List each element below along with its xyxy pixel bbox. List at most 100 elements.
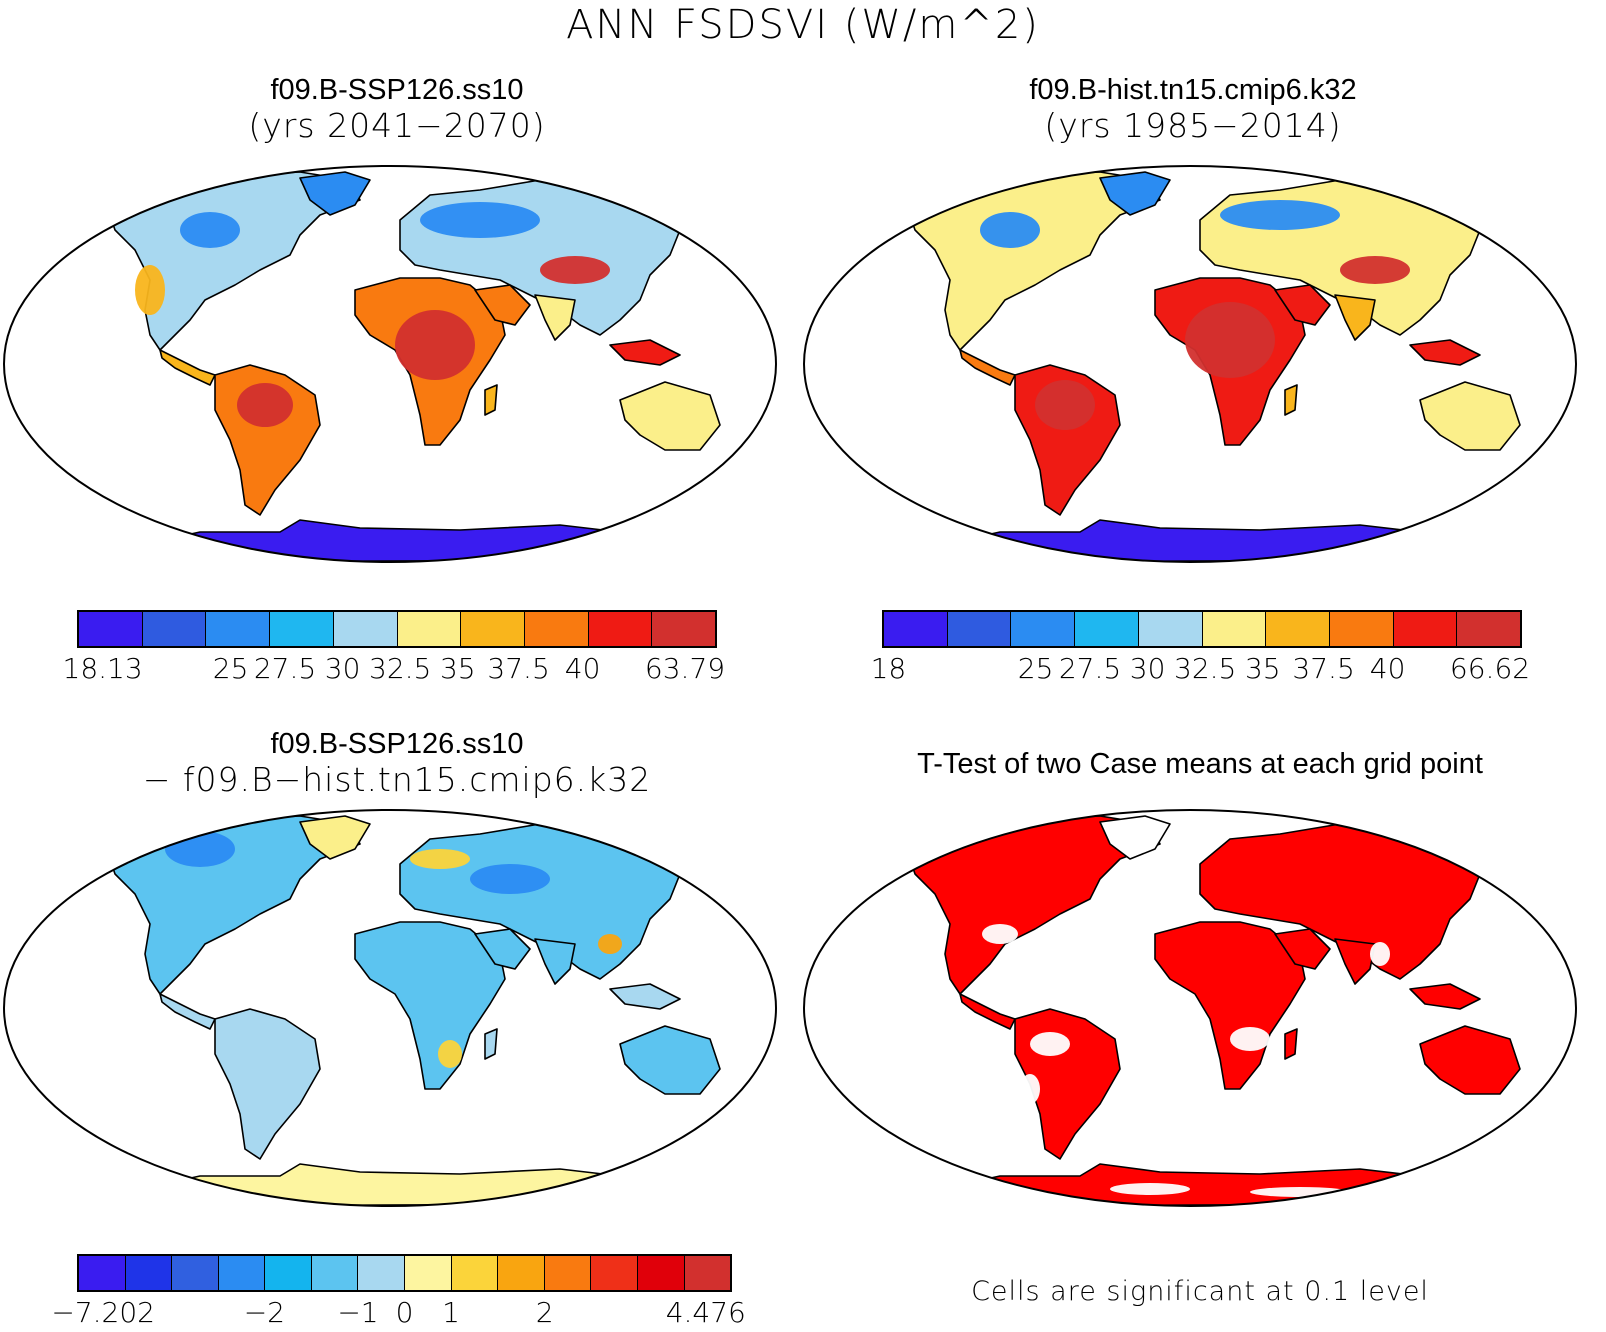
landmass-africa xyxy=(1154,921,1306,1090)
field-blob xyxy=(1035,380,1095,430)
field-blob xyxy=(180,212,240,248)
colorbar-tick-label: 37.5 xyxy=(487,652,550,685)
landmass-greenland xyxy=(299,815,371,860)
panel-2-title: f09.B-hist.tn15.cmip6.k32 (yrs 1985−2014… xyxy=(796,72,1590,144)
colorbar-tick-label: 35 xyxy=(1244,652,1281,685)
colorbar-segment xyxy=(79,1256,126,1290)
colorbar-segment xyxy=(1138,612,1203,646)
landmass-australia xyxy=(1419,381,1521,451)
colorbar-segment xyxy=(206,612,271,646)
panel-3-map xyxy=(3,809,777,1207)
colorbar-segment xyxy=(1075,612,1139,646)
landmass-india xyxy=(1334,938,1376,985)
colorbar-segment xyxy=(451,1256,499,1290)
landmass-greenland xyxy=(1099,171,1171,216)
colorbar-tick-label: 35 xyxy=(439,652,476,685)
map-boundary xyxy=(3,165,777,563)
colorbar-segment xyxy=(1202,612,1267,646)
colorbar-tick-label: 4.476 xyxy=(665,1296,746,1329)
colorbar-tick-label: 0 xyxy=(395,1296,414,1329)
colorbar-segment xyxy=(1266,612,1330,646)
colorbar-segment xyxy=(1011,612,1076,646)
panel-3-title-line2: − f09.B−hist.tn15.cmip6.k32 xyxy=(142,760,652,799)
panel-1-title-line1: f09.B-SSP126.ss10 xyxy=(270,74,524,106)
map-content xyxy=(909,815,1521,1206)
figure-title: ANN FSDSVI (W/m^2) xyxy=(566,2,1040,48)
colorbar-tick-label: 32.5 xyxy=(369,652,432,685)
panel-2-map xyxy=(803,165,1577,563)
colorbar-tick-label: 27.5 xyxy=(1058,652,1122,685)
colorbar-segment xyxy=(947,612,1012,646)
landmass-centralAmerica xyxy=(159,993,216,1030)
colorbar-segment xyxy=(884,612,948,646)
map-boundary xyxy=(803,809,1577,1207)
colorbar-segment xyxy=(652,612,716,646)
landmass-greenland xyxy=(1099,815,1171,860)
colorbar-tick-label: 37.5 xyxy=(1292,652,1355,685)
panel-2-title-line1: f09.B-hist.tn15.cmip6.k32 xyxy=(1029,74,1357,106)
colorbar-tick-label: 30 xyxy=(324,652,361,685)
landmass-africa xyxy=(354,921,506,1090)
landmass-australia xyxy=(619,1025,721,1095)
colorbar-segment xyxy=(142,612,207,646)
landmass-arabia xyxy=(1274,284,1331,326)
landmass-india xyxy=(534,294,576,341)
landmass-indonesia xyxy=(1409,339,1481,366)
field-blob xyxy=(1185,302,1275,378)
field-blob xyxy=(1110,1183,1190,1195)
colorbar-tick-label: 25 xyxy=(1017,652,1054,685)
colorbar-segment xyxy=(265,1256,312,1290)
landmass-australia xyxy=(619,381,721,451)
colorbar-segment xyxy=(498,1256,545,1290)
colorbar-segment xyxy=(524,612,589,646)
field-blob xyxy=(1230,1027,1270,1051)
colorbar-segment xyxy=(1329,612,1394,646)
panel-1-title: f09.B-SSP126.ss10 (yrs 2041−2070) xyxy=(0,72,794,144)
colorbar-segment xyxy=(637,1256,685,1290)
panel-3-colorbar xyxy=(77,1254,732,1292)
colorbar-segment xyxy=(461,612,525,646)
panel-3-title: f09.B-SSP126.ss10 − f09.B−hist.tn15.cmip… xyxy=(0,726,794,798)
map-boundary xyxy=(3,809,777,1207)
landmass-indonesia xyxy=(609,339,681,366)
landmass-madagascar xyxy=(1284,384,1298,416)
colorbar-segment xyxy=(358,1256,406,1290)
landmass-indonesia xyxy=(1409,983,1481,1010)
landmass-india xyxy=(1334,294,1376,341)
colorbar-tick-label: 25 xyxy=(212,652,249,685)
field-blob xyxy=(598,934,622,954)
panel-1-colorbar xyxy=(77,610,717,648)
field-blob xyxy=(1020,1074,1040,1104)
colorbar-tick-label: 63.79 xyxy=(644,652,726,685)
colorbar-segment xyxy=(333,612,398,646)
field-blob xyxy=(1340,256,1410,284)
colorbar-tick-label: 1 xyxy=(442,1296,460,1329)
landmass-arabia xyxy=(1274,928,1331,970)
panel-2-title-line2: (yrs 1985−2014) xyxy=(1044,106,1342,145)
landmass-centralAmerica xyxy=(159,349,216,386)
landmass-australia xyxy=(1419,1025,1521,1095)
field-blob xyxy=(540,256,610,284)
colorbar-tick-label: 66.62 xyxy=(1449,652,1531,685)
panel-3-title-line1: f09.B-SSP126.ss10 xyxy=(270,728,524,760)
significance-note: Cells are significant at 0.1 level xyxy=(971,1276,1429,1307)
colorbar-tick-label: −7.202 xyxy=(51,1296,155,1329)
colorbar-segment xyxy=(684,1256,731,1290)
field-blob xyxy=(982,924,1018,944)
colorbar-tick-label: 18.13 xyxy=(62,652,143,685)
field-blob xyxy=(470,864,550,894)
landmass-madagascar xyxy=(1284,1028,1298,1060)
field-blob xyxy=(438,1040,462,1068)
field-blob xyxy=(980,212,1040,248)
field-blob xyxy=(395,310,475,380)
field-blob xyxy=(1030,1032,1070,1056)
map-content xyxy=(109,171,721,562)
colorbar-tick-label: 32.5 xyxy=(1174,652,1237,685)
colorbar-segment xyxy=(218,1256,266,1290)
colorbar-tick-label: −2 xyxy=(243,1296,285,1329)
colorbar-tick-label: −1 xyxy=(337,1296,379,1329)
panel-2-colorbar-labels: 18 25 27.5 30 32.5 35 37.5 40 66.62 xyxy=(871,652,1531,688)
landmass-northAmerica xyxy=(909,815,1161,995)
colorbar-tick-label: 2 xyxy=(535,1296,554,1329)
landmass-madagascar xyxy=(484,384,498,416)
